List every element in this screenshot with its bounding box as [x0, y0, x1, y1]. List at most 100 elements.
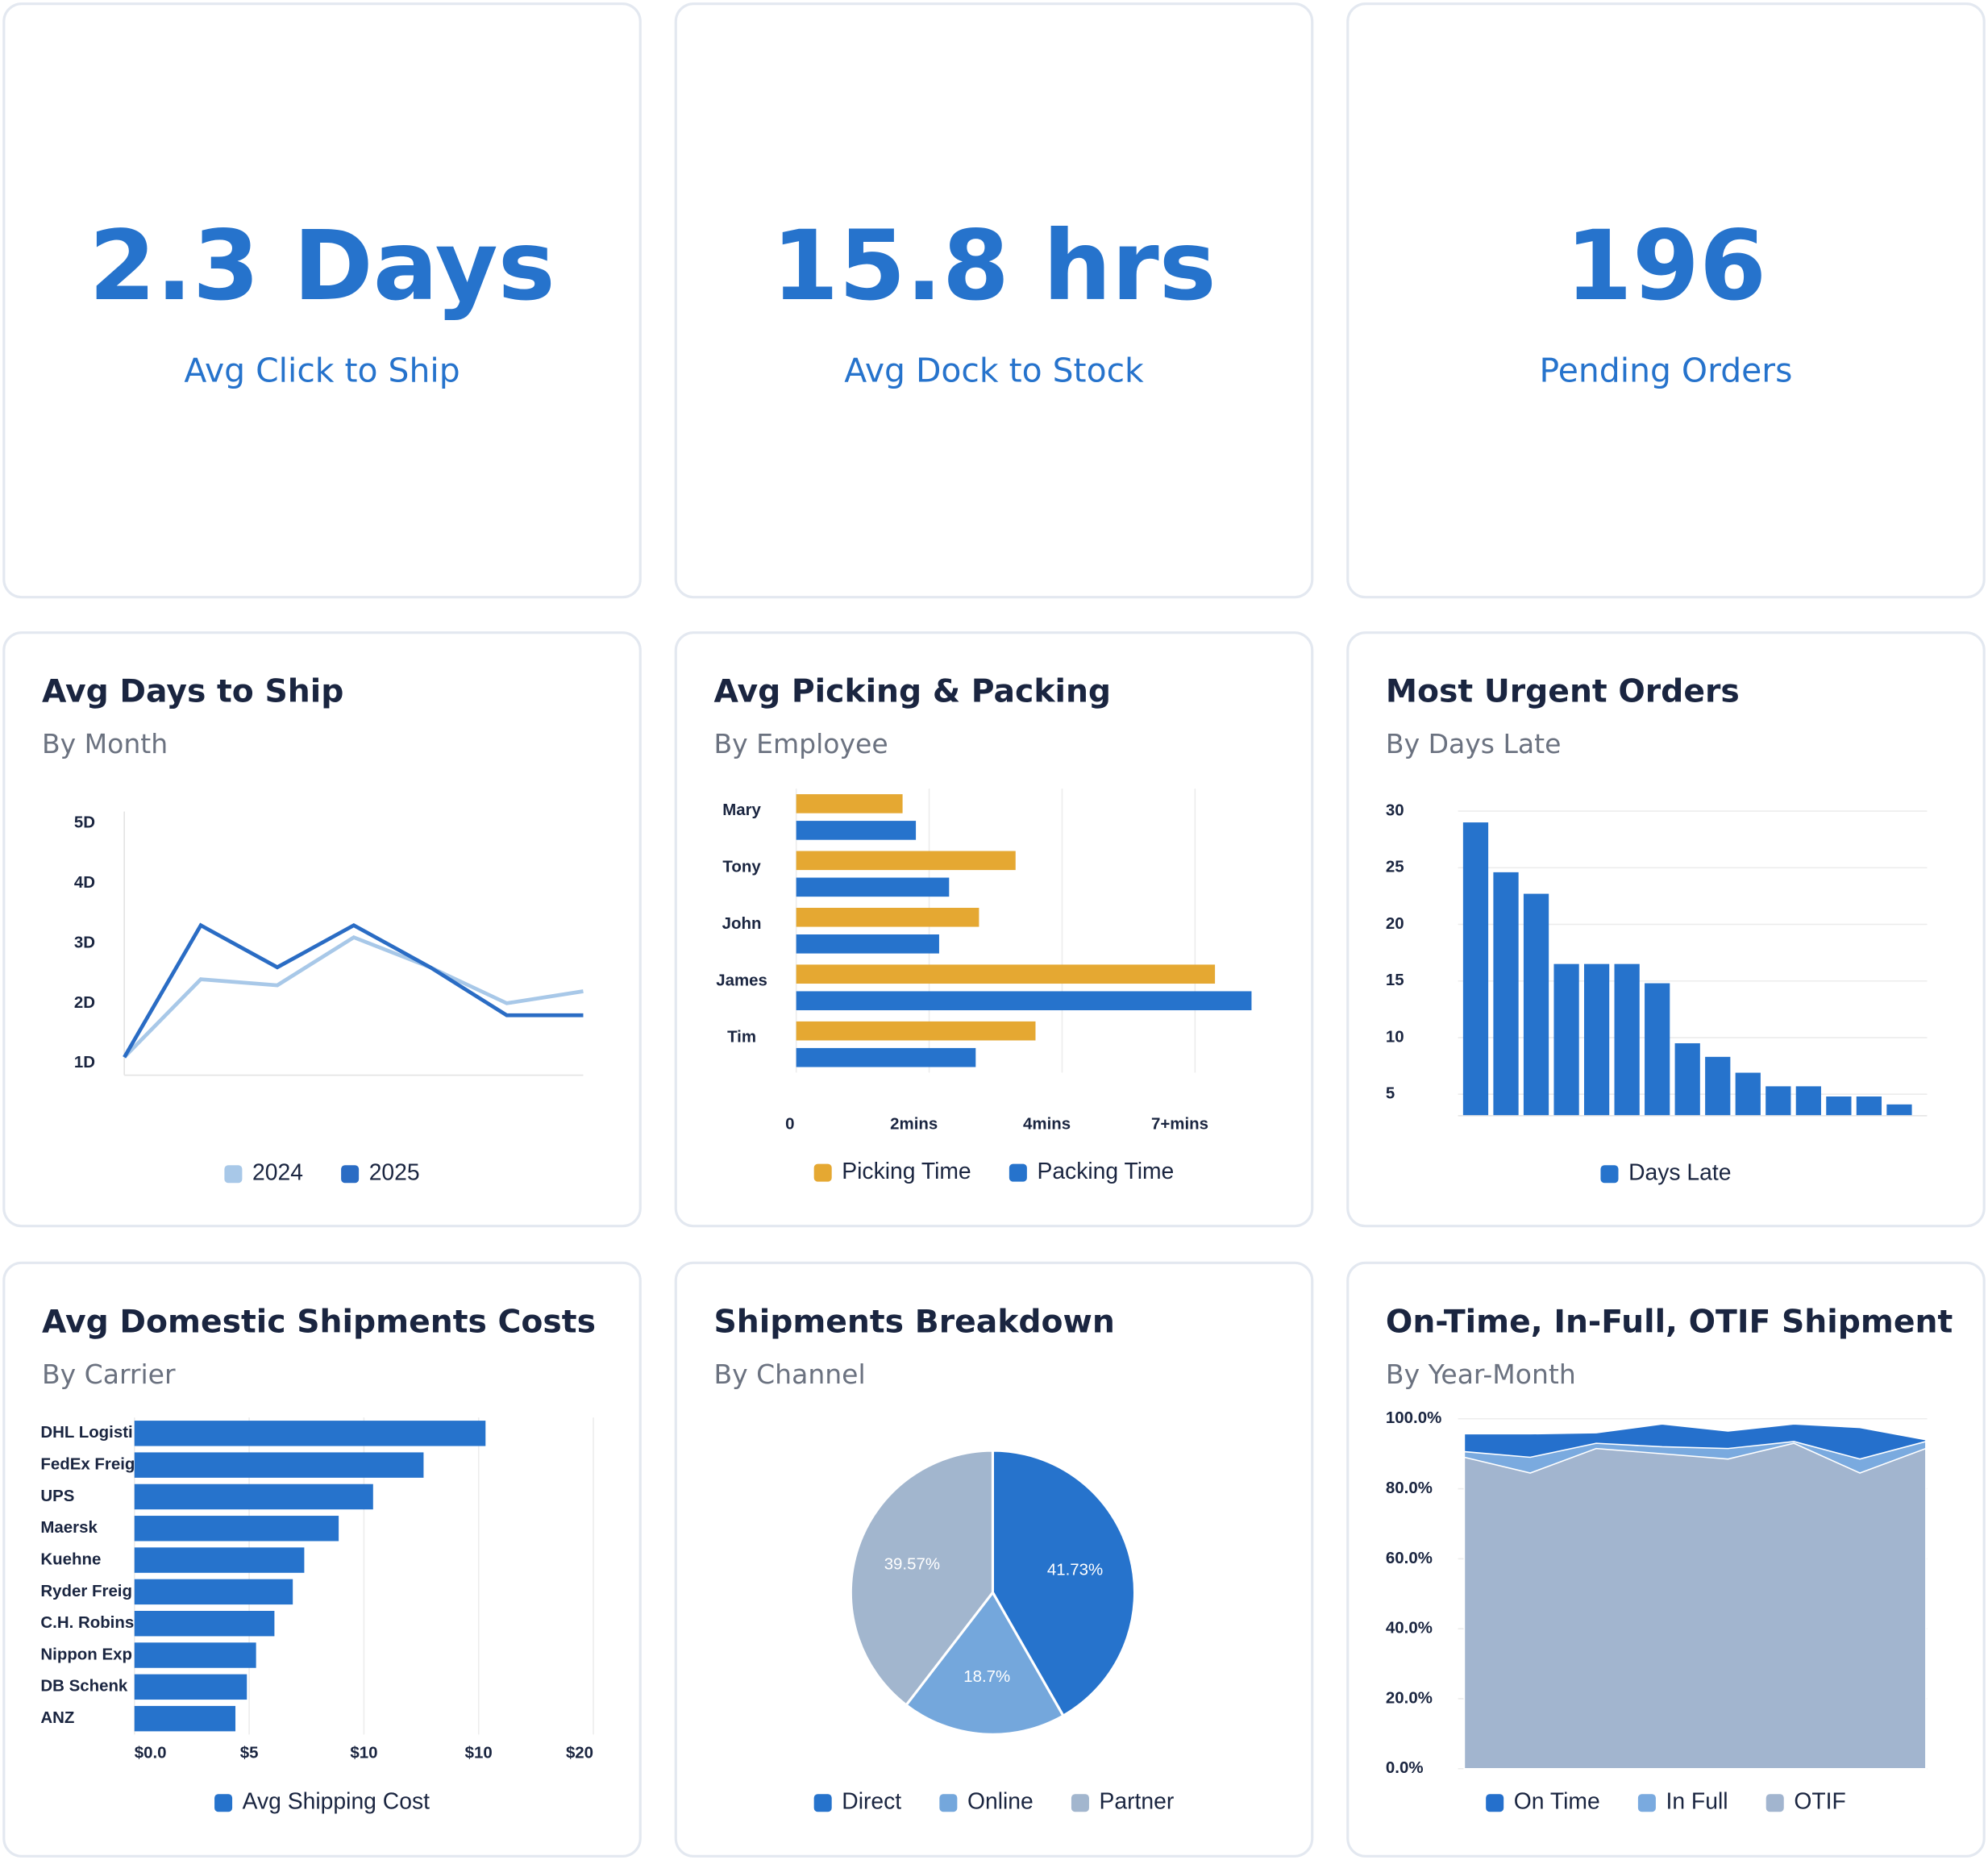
- y-tick-label: 5: [1386, 1084, 1395, 1103]
- bar: [796, 907, 979, 927]
- bar: [1674, 1042, 1700, 1116]
- y-tick-label: 3D: [74, 933, 95, 951]
- y-tick-label: 30: [1386, 801, 1404, 819]
- bar: [796, 1021, 1036, 1041]
- y-tick-label: John: [722, 914, 762, 933]
- bar: [134, 1483, 373, 1510]
- x-tick-label: 0: [785, 1114, 794, 1133]
- bar: [1493, 872, 1519, 1116]
- y-tick-label: Nippon Exp: [40, 1645, 132, 1663]
- y-tick-label: Maersk: [40, 1518, 98, 1537]
- y-tick-label: FedEx Freig: [40, 1455, 135, 1474]
- chart-subtitle: By Days Late: [1386, 728, 1561, 759]
- data-label: 39.57%: [884, 1555, 940, 1574]
- chart-subtitle: By Employee: [713, 728, 888, 759]
- bar: [134, 1452, 424, 1478]
- chart-title: Avg Domestic Shipments Costs: [42, 1304, 596, 1340]
- bar: [1886, 1104, 1912, 1116]
- card: [2, 631, 642, 1228]
- chart-title: On-Time, In-Full, OTIF Shipment: [1386, 1304, 1953, 1340]
- card: [674, 631, 1314, 1228]
- bar: [1705, 1056, 1731, 1116]
- y-tick-label: ANZ: [40, 1708, 74, 1727]
- legend-label: Days Late: [1628, 1159, 1731, 1185]
- bar: [134, 1674, 247, 1700]
- x-tick-label: $5: [240, 1743, 259, 1762]
- bar: [134, 1516, 339, 1542]
- bar: [796, 934, 939, 954]
- pie-slice: [991, 1449, 1137, 1718]
- bar: [1523, 893, 1549, 1116]
- chart-title: Most Urgent Orders: [1386, 674, 1740, 710]
- chart-title: Shipments Breakdown: [713, 1304, 1114, 1340]
- chart-subtitle: By Month: [42, 728, 168, 759]
- x-tick-label: 7+mins: [1151, 1114, 1208, 1133]
- legend-label: On Time: [1514, 1788, 1600, 1814]
- y-tick-label: 60.0%: [1386, 1549, 1433, 1567]
- bar: [1765, 1086, 1791, 1116]
- y-tick-label: James: [716, 971, 767, 989]
- bar: [796, 851, 1016, 871]
- bar: [1583, 963, 1610, 1116]
- bar: [134, 1579, 293, 1605]
- legend: Picking Time Packing Time: [813, 1158, 1174, 1184]
- legend-label: Partner: [1100, 1788, 1175, 1814]
- legend-label: OTIF: [1794, 1788, 1845, 1814]
- legend-swatch: [214, 1794, 233, 1812]
- bar: [134, 1547, 305, 1573]
- legend: 2024 2025: [224, 1159, 420, 1185]
- y-tick-label: 25: [1386, 858, 1404, 876]
- y-tick-label: C.H. Robins: [40, 1613, 134, 1632]
- kpi-label: Avg Click to Ship: [184, 351, 460, 389]
- legend-label: Online: [967, 1788, 1034, 1814]
- card: [2, 2, 642, 599]
- bar: [1826, 1096, 1852, 1116]
- card: [1346, 631, 1986, 1228]
- kpi-value: 2.3 Days: [89, 210, 555, 322]
- y-tick-label: Tim: [727, 1028, 756, 1047]
- legend-swatch: [341, 1165, 360, 1184]
- legend-label: Direct: [842, 1788, 901, 1814]
- legend-label: Packing Time: [1037, 1158, 1174, 1184]
- chart-title: Avg Picking & Packing: [713, 674, 1111, 710]
- legend-label: 2025: [369, 1159, 420, 1185]
- legend-swatch: [939, 1794, 958, 1812]
- bar: [1462, 822, 1489, 1116]
- kpi-value: 196: [1566, 210, 1766, 322]
- y-tick-label: 80.0%: [1386, 1479, 1433, 1497]
- y-tick-label: DB Schenk: [40, 1677, 128, 1696]
- legend: Avg Shipping Cost: [214, 1788, 430, 1814]
- bar: [134, 1642, 256, 1668]
- y-tick-label: 100.0%: [1386, 1409, 1441, 1427]
- legend-swatch: [1600, 1165, 1619, 1184]
- y-tick-label: DHL Logisti: [40, 1423, 132, 1442]
- bar: [796, 991, 1252, 1011]
- x-tick-label: $20: [566, 1743, 593, 1762]
- y-tick-label: Kuehne: [40, 1550, 101, 1568]
- bar: [796, 877, 950, 897]
- bar: [796, 1047, 976, 1067]
- y-tick-label: 0.0%: [1386, 1758, 1424, 1777]
- chart-subtitle: By Year-Month: [1386, 1359, 1576, 1390]
- y-tick-label: 2D: [74, 993, 95, 1012]
- bar: [1553, 963, 1579, 1116]
- legend-swatch: [813, 1794, 832, 1812]
- bar: [1735, 1072, 1761, 1116]
- bar: [1795, 1086, 1821, 1116]
- pie-slice: [904, 1590, 1066, 1736]
- x-tick-label: 4mins: [1023, 1114, 1071, 1133]
- bar: [796, 964, 1216, 984]
- x-tick-label: $0.0: [135, 1743, 167, 1762]
- card: [674, 2, 1314, 599]
- chart-subtitle: By Carrier: [42, 1359, 176, 1390]
- chart-title: Avg Days to Ship: [42, 674, 343, 710]
- legend-swatch: [1009, 1163, 1027, 1182]
- chart-subtitle: By Channel: [713, 1359, 865, 1390]
- bar: [796, 821, 917, 840]
- x-tick-label: 2mins: [890, 1114, 938, 1133]
- line-series: [123, 922, 584, 1059]
- legend: Direct Online Partner: [813, 1788, 1175, 1814]
- bar: [1645, 983, 1670, 1116]
- legend-swatch: [224, 1165, 243, 1184]
